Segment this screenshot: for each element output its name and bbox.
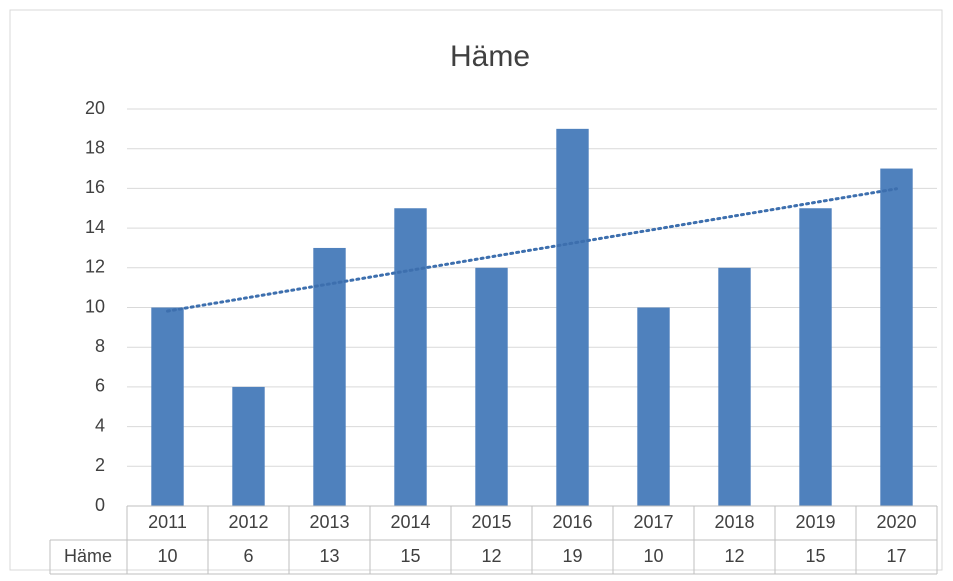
x-tick-label: 2017 — [633, 512, 673, 532]
table-value: 15 — [400, 546, 420, 566]
x-tick-label: 2013 — [309, 512, 349, 532]
y-tick-label: 4 — [95, 415, 105, 435]
legend-label: Häme — [64, 546, 112, 566]
bar — [475, 267, 508, 506]
x-tick-label: 2018 — [714, 512, 754, 532]
bar — [556, 128, 589, 506]
bar — [232, 386, 265, 506]
table-value: 12 — [724, 546, 744, 566]
bar — [718, 267, 751, 506]
x-tick-label: 2020 — [876, 512, 916, 532]
table-value: 15 — [805, 546, 825, 566]
bar — [151, 307, 184, 506]
table-value: 6 — [243, 546, 253, 566]
y-tick-label: 8 — [95, 336, 105, 356]
y-tick-label: 12 — [85, 257, 105, 277]
table-value: 10 — [643, 546, 663, 566]
x-tick-label: 2019 — [795, 512, 835, 532]
y-tick-label: 6 — [95, 376, 105, 396]
table-value: 13 — [319, 546, 339, 566]
y-tick-label: 2 — [95, 455, 105, 475]
table-value: 10 — [157, 546, 177, 566]
x-tick-label: 2015 — [471, 512, 511, 532]
table-value: 19 — [562, 546, 582, 566]
x-tick-label: 2016 — [552, 512, 592, 532]
bar — [637, 307, 670, 506]
y-tick-label: 20 — [85, 98, 105, 118]
bar — [880, 168, 913, 507]
trendline — [166, 187, 898, 313]
x-tick-label: 2014 — [390, 512, 430, 532]
bar — [799, 208, 832, 506]
table-value: 12 — [481, 546, 501, 566]
y-tick-label: 10 — [85, 296, 105, 316]
x-tick-label: 2011 — [148, 512, 187, 532]
x-tick-label: 2012 — [228, 512, 268, 532]
y-tick-label: 14 — [85, 217, 105, 237]
bar — [394, 208, 427, 506]
y-tick-label: 0 — [95, 495, 105, 515]
bar — [313, 247, 346, 506]
chart-title: Häme — [450, 40, 530, 73]
y-tick-label: 18 — [85, 137, 105, 157]
y-tick-label: 16 — [85, 177, 105, 197]
table-value: 17 — [886, 546, 906, 566]
